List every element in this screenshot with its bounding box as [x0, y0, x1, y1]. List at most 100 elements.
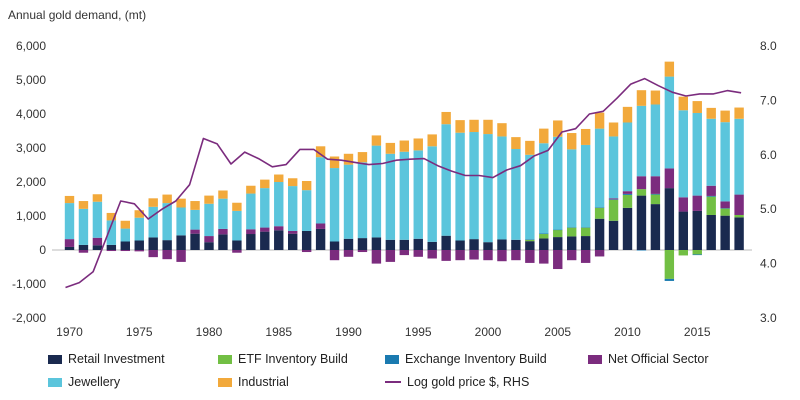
bar-jewellery-2008: [594, 128, 605, 208]
bar-industrial-2018: [734, 107, 744, 119]
legend-label-exchange-inventory-build: Exchange Inventory Build: [405, 352, 547, 366]
bar-net-official-sector-2003: [525, 250, 535, 263]
legend-label-industrial: Industrial: [238, 375, 289, 389]
bar-jewellery-1971: [78, 208, 89, 245]
bar-exchange-inventory-build-2017: [720, 208, 730, 209]
x-tick-label: 2015: [684, 325, 711, 339]
bar-jewellery-2001: [497, 136, 507, 240]
y2-tick-label: 8.0: [760, 39, 777, 53]
bar-jewellery-2017: [720, 122, 730, 202]
bar-exchange-inventory-build-2003: [525, 239, 535, 240]
bar-retail-investment-2002: [511, 239, 521, 250]
bar-industrial-1972: [92, 194, 103, 202]
bar-jewellery-2003: [525, 154, 535, 240]
bar-industrial-1998: [455, 120, 465, 133]
bar-jewellery-1991: [357, 162, 368, 239]
bar-net-official-sector-2007: [580, 250, 591, 263]
bar-jewellery-1997: [441, 124, 451, 236]
bar-exchange-inventory-build-2007: [580, 227, 591, 228]
bar-etf-inventory-build-2005: [553, 229, 563, 238]
bar-net-official-sector-1979: [190, 229, 200, 234]
bar-net-official-sector-1990: [343, 250, 354, 257]
y-tick-label: 3,000: [16, 141, 46, 155]
bar-exchange-inventory-build-2011: [636, 250, 647, 251]
bar-net-official-sector-1976: [148, 250, 158, 258]
bar-jewellery-2011: [636, 105, 647, 177]
bar-industrial-1992: [371, 135, 382, 146]
bar-retail-investment-1990: [343, 238, 354, 250]
x-tick-label: 1985: [265, 325, 292, 339]
bar-retail-investment-2009: [608, 220, 619, 250]
bar-net-official-sector-2017: [720, 201, 730, 209]
bar-jewellery-2006: [567, 149, 577, 228]
bar-jewellery-2012: [650, 104, 661, 177]
bar-retail-investment-1993: [385, 239, 396, 250]
bar-jewellery-1974: [120, 228, 130, 242]
y2-tick-label: 7.0: [760, 93, 777, 107]
bar-retail-investment-1977: [162, 240, 172, 250]
bar-jewellery-1994: [399, 151, 409, 240]
bar-industrial-1996: [427, 134, 437, 147]
bar-industrial-1977: [162, 194, 172, 204]
gold-demand-chart: 6,000 5,000 4,000 3,000 2,000 1,000 0 -1,000 -2,…: [12, 39, 777, 339]
bar-net-official-sector-2012: [650, 176, 661, 194]
bar-industrial-1989: [329, 156, 340, 169]
bar-retail-investment-2007: [580, 236, 591, 250]
bar-net-official-sector-1977: [162, 250, 172, 260]
bar-industrial-2011: [636, 90, 647, 106]
bar-industrial-2007: [580, 128, 591, 145]
bar-retail-investment-1972: [92, 245, 103, 250]
bar-jewellery-1979: [190, 209, 200, 230]
bar-industrial-1985: [274, 174, 284, 182]
bar-jewellery-2000: [483, 134, 493, 243]
bar-retail-investment-2014: [678, 211, 688, 250]
bar-net-official-sector-1973: [106, 250, 117, 252]
bar-net-official-sector-1981: [218, 228, 228, 235]
bar-net-official-sector-1984: [260, 227, 270, 232]
y-tick-label: 0: [39, 243, 46, 257]
bar-retail-investment-1986: [288, 233, 298, 250]
y-tick-label: 1,000: [16, 209, 46, 223]
bar-retail-investment-1983: [246, 234, 256, 250]
bar-retail-investment-1995: [413, 238, 423, 250]
bar-net-official-sector-2008: [594, 250, 605, 257]
x-tick-label: 2010: [614, 325, 641, 339]
x-tick-label: 2005: [544, 325, 571, 339]
bar-net-official-sector-1989: [329, 250, 340, 261]
legend-swatch-jewellery: [48, 377, 62, 387]
bar-industrial-1995: [413, 138, 423, 151]
bar-jewellery-1972: [92, 201, 103, 238]
bar-etf-inventory-build-2006: [567, 227, 577, 237]
bar-jewellery-2004: [539, 143, 549, 234]
bar-industrial-1988: [315, 146, 326, 158]
bar-jewellery-1977: [162, 203, 172, 241]
bar-retail-investment-1996: [427, 241, 437, 250]
bar-industrial-1991: [357, 152, 368, 163]
legend-item-jewellery: Jewellery: [48, 375, 120, 389]
bar-industrial-2004: [539, 128, 549, 144]
bar-retail-investment-1980: [204, 242, 214, 250]
bar-industrial-1978: [176, 198, 186, 208]
legend-item-log-gold-price: Log gold price $, RHS: [385, 375, 529, 389]
bar-net-official-sector-1999: [469, 250, 479, 260]
bar-jewellery-1993: [385, 153, 396, 240]
bar-retail-investment-1981: [218, 234, 228, 250]
bar-jewellery-1970: [64, 203, 75, 240]
bar-retail-investment-2013: [664, 188, 675, 250]
bar-jewellery-1990: [343, 164, 354, 239]
bar-net-official-sector-1978: [176, 250, 186, 262]
bar-etf-inventory-build-2014: [678, 250, 688, 256]
bar-jewellery-1989: [329, 168, 340, 242]
bar-jewellery-1988: [315, 157, 326, 224]
bar-net-official-sector-1987: [301, 250, 312, 253]
y-tick-label: -1,000: [12, 277, 46, 291]
bar-net-official-sector-1983: [246, 229, 256, 235]
bar-net-official-sector-2004: [539, 250, 549, 264]
bar-jewellery-1983: [246, 193, 256, 230]
bar-jewellery-2015: [692, 112, 702, 196]
x-tick-label: 1970: [56, 325, 83, 339]
bar-net-official-sector-1993: [385, 250, 396, 262]
bar-retail-investment-2018: [734, 217, 744, 250]
bar-net-official-sector-1974: [120, 250, 130, 252]
legend-swatch-exchange-inventory-build: [385, 354, 399, 364]
